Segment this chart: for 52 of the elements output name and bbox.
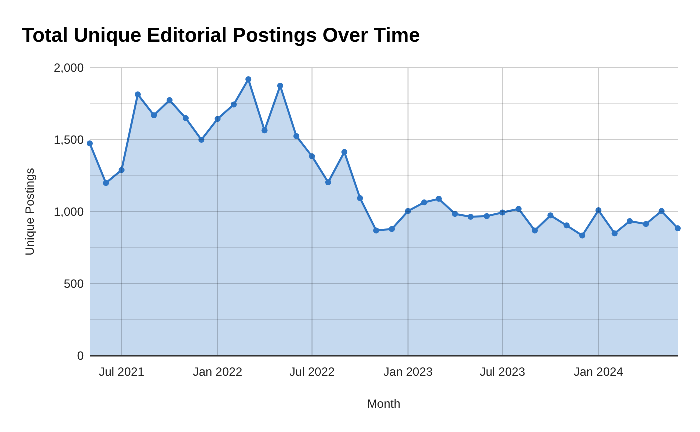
point [516,206,522,212]
point [198,137,205,143]
x-tick-label: Jan 2024 [574,365,624,379]
x-tick-label: Jul 2023 [480,365,526,379]
point [166,97,173,104]
x-tick-label: Jul 2022 [290,365,336,379]
point [357,195,364,202]
point [580,232,586,239]
x-tick-label: Jul 2021 [99,365,145,379]
y-tick-label: 1,000 [54,205,84,220]
point [183,115,189,122]
point [342,149,348,156]
point [118,167,125,174]
y-tick-label: 0 [77,349,84,364]
point [373,228,380,234]
point [151,112,158,119]
point [294,133,300,140]
point [135,92,141,98]
point [675,226,681,232]
point [564,222,570,229]
point [612,230,618,237]
point [87,140,93,147]
point [643,221,650,228]
x-tick-label: Jan 2023 [384,365,434,379]
y-axis-title: Unique Postings [23,168,37,256]
point [246,76,252,83]
point [658,208,665,214]
chart-title: Total Unique Editorial Postings Over Time [22,25,420,47]
point [262,128,268,134]
point [436,196,442,202]
y-tick-label: 2,000 [54,61,84,76]
point [231,102,237,108]
y-tick-label: 500 [64,277,84,292]
point [277,83,284,89]
point [596,208,602,214]
x-axis-title: Month [367,397,401,411]
point [500,210,506,216]
point [532,228,538,234]
point [389,226,396,232]
point [325,179,332,186]
point [468,214,474,220]
x-tick-label: Jan 2022 [193,365,243,379]
point [214,116,221,122]
point [405,208,412,214]
point [484,213,490,220]
point [452,211,458,218]
point [421,200,428,206]
y-tick-label: 1,500 [54,133,84,148]
point [309,154,316,160]
point [103,180,110,186]
point [627,218,633,224]
point [548,212,554,219]
